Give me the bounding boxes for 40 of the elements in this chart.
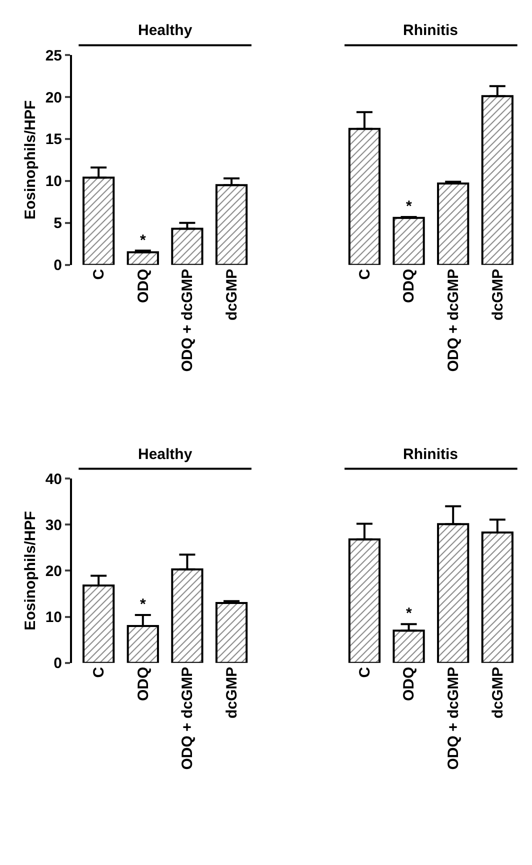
x-tick-label: C [90, 666, 108, 678]
x-tick-label: dcGMP [223, 268, 240, 321]
data-label: * [140, 596, 146, 613]
y-tick-label: 30 [45, 516, 62, 534]
x-tick-label: ODQ + dcGMP [444, 666, 462, 770]
x-tick-label: C [90, 268, 108, 280]
x-tick-label: ODQ [400, 268, 418, 304]
x-tick-label: dcGMP [489, 268, 506, 321]
text: Rhinitis [403, 22, 458, 39]
y-tick-label: 25 [45, 47, 62, 64]
y-axis-title: Eosinophils/HPF [22, 100, 40, 220]
data-label: * [406, 605, 412, 622]
bar [437, 182, 470, 265]
x-tick-label: ODQ [400, 666, 418, 702]
x-tick-label: ODQ + dcGMP [179, 666, 196, 770]
y-tick-label: 20 [45, 562, 62, 580]
x-tick-label: C [356, 666, 374, 678]
x-tick-label: C [356, 268, 374, 280]
x-tick-label: ODQ + dcGMP [444, 268, 462, 372]
text: Healthy [138, 446, 193, 463]
x-tick-label: ODQ + dcGMP [179, 268, 196, 372]
y-tick-label: 10 [45, 173, 62, 190]
text: Rhinitis [403, 446, 458, 463]
y-axis-title: Eosinophils/HPF [22, 511, 40, 630]
data-label: * [140, 232, 146, 249]
y-tick-label: 0 [54, 257, 62, 274]
y-tick-label: 10 [45, 609, 62, 626]
x-tick-label: ODQ [134, 666, 152, 702]
text: Healthy [138, 22, 193, 39]
bar [215, 602, 248, 663]
x-tick-label: dcGMP [489, 666, 506, 719]
y-tick-label: 5 [54, 215, 62, 232]
y-tick-label: 40 [45, 470, 62, 488]
x-tick-label: ODQ [134, 268, 152, 304]
y-tick-label: 20 [45, 89, 62, 106]
bar [392, 216, 425, 265]
y-tick-label: 0 [54, 655, 62, 672]
x-tick-label: dcGMP [223, 666, 240, 719]
data-label: * [406, 198, 412, 215]
y-tick-label: 15 [45, 131, 62, 148]
